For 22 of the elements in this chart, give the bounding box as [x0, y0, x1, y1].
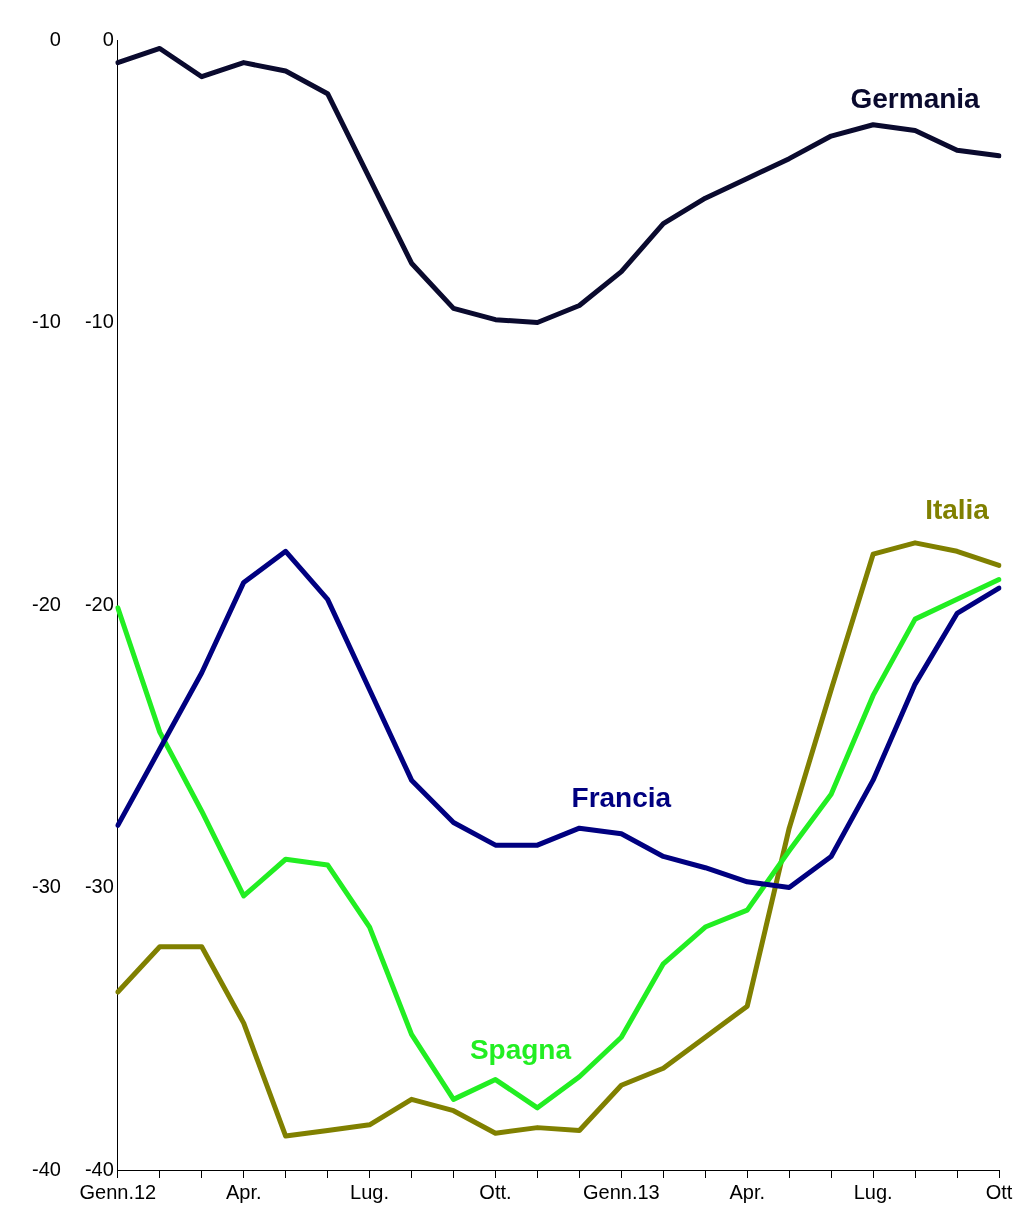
series-label: Germania	[850, 83, 981, 115]
y2-tick-label: -10	[32, 310, 61, 333]
y-tick-label: -40	[84, 1157, 114, 1180]
y-tick-label: -30	[84, 875, 114, 898]
x-tick-label: Lug.	[350, 1180, 390, 1203]
y-tick-label: -20	[84, 592, 114, 615]
x-tick-label: Apr.	[225, 1180, 262, 1203]
y-tick-label: -10	[84, 310, 114, 333]
x-tick-label: Genn.12	[79, 1180, 157, 1203]
y2-tick-label: -20	[32, 592, 61, 615]
series-label: Spagna	[469, 1034, 572, 1066]
y2-tick-label: 0	[49, 27, 61, 50]
y-tick-label: 0	[102, 27, 114, 50]
x-tick-label: Ott.	[479, 1180, 512, 1203]
x-tick-label: Apr.	[729, 1180, 766, 1203]
x-tick-label: Ott	[985, 1180, 1013, 1203]
x-tick-label: Genn.13	[582, 1180, 660, 1203]
x-tick-label: Lug.	[853, 1180, 893, 1203]
y2-tick-label: -30	[32, 875, 61, 898]
series-label: Francia	[571, 781, 672, 813]
series-label: Italia	[925, 494, 990, 526]
y2-tick-label: -40	[32, 1157, 61, 1180]
